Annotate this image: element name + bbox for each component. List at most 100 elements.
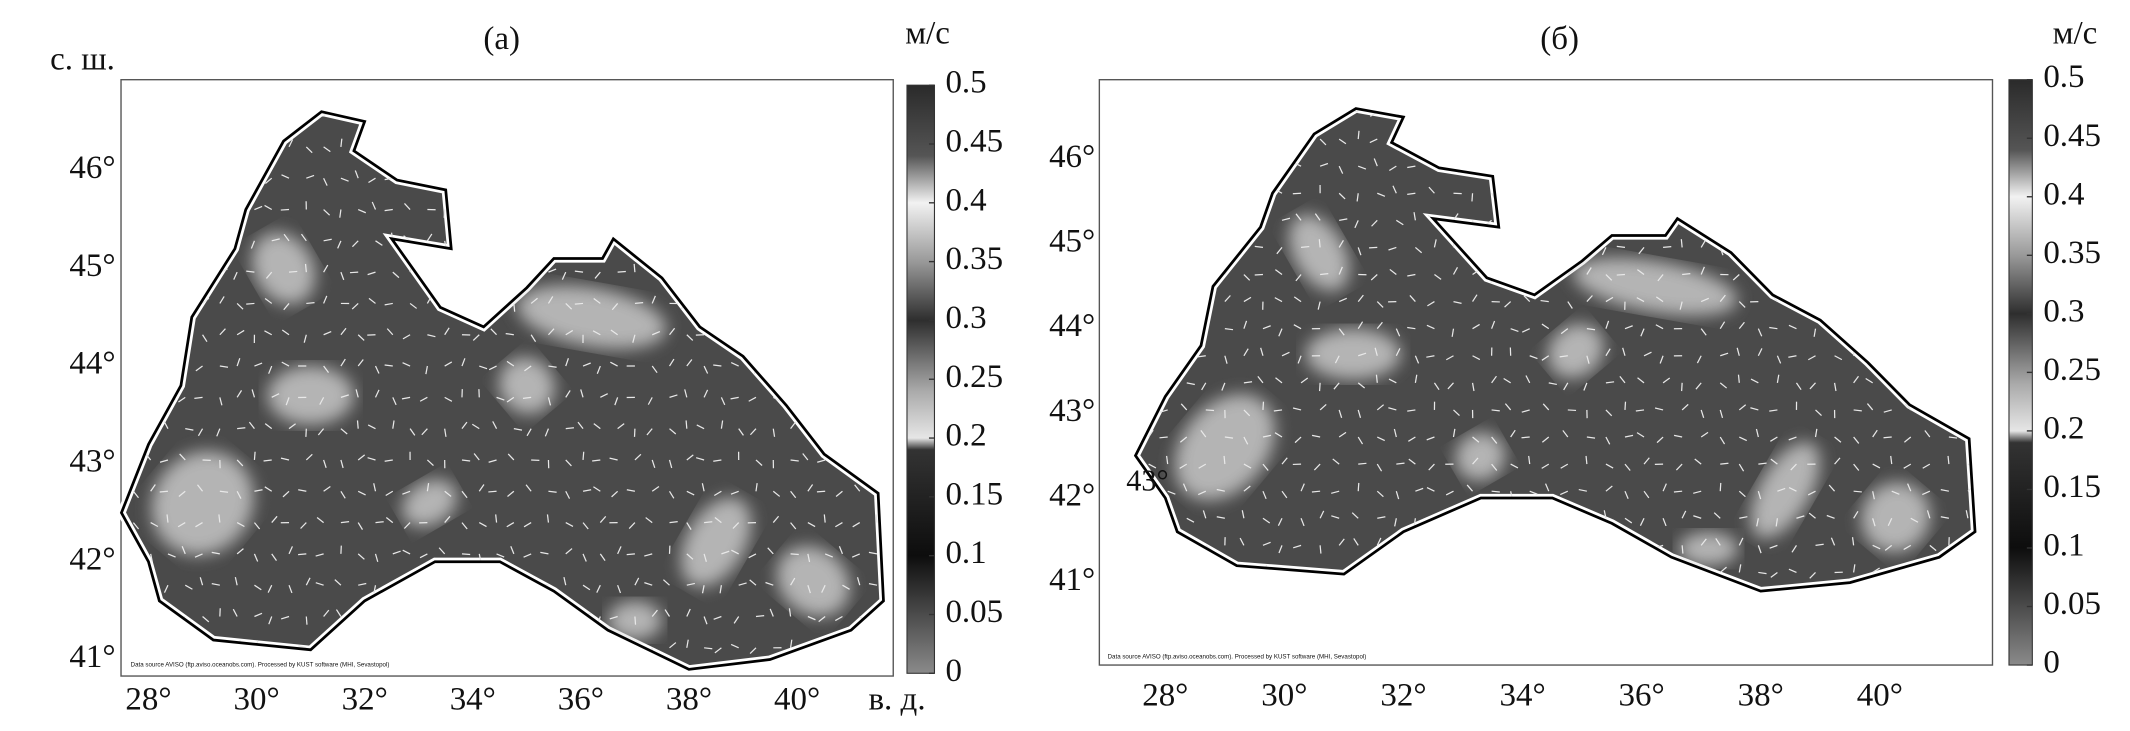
lat-tick-label: 45° <box>69 248 115 284</box>
current-vector <box>1388 378 1397 384</box>
current-vector <box>357 553 365 560</box>
colorbar-tick-label: 0.35 <box>2043 235 2101 271</box>
current-vector <box>1319 510 1325 519</box>
current-vector <box>1408 458 1416 465</box>
current-vector <box>1376 301 1384 308</box>
current-vector <box>713 490 722 497</box>
current-vector <box>1254 273 1263 276</box>
current-vector <box>265 271 273 279</box>
current-vector <box>1224 436 1234 439</box>
current-vector <box>1809 382 1816 390</box>
current-vector <box>807 484 814 492</box>
current-vector <box>426 295 432 304</box>
current-vector <box>1311 434 1321 438</box>
current-vector <box>632 334 636 343</box>
current-vector <box>1585 455 1588 465</box>
current-vector <box>1605 463 1614 469</box>
current-vector <box>496 396 505 401</box>
current-vector <box>1605 348 1611 357</box>
current-vector <box>402 677 410 679</box>
current-vector <box>202 297 210 304</box>
current-vector <box>1338 240 1344 248</box>
current-vector <box>823 514 826 523</box>
current-vector <box>1605 296 1614 303</box>
current-vector <box>323 238 332 242</box>
current-vector <box>1504 403 1512 411</box>
current-vector <box>1770 458 1778 465</box>
annotation: 43° <box>1126 464 1168 498</box>
current-vector <box>1541 323 1550 330</box>
current-vector <box>790 421 797 430</box>
current-vector <box>1407 326 1416 330</box>
current-vector <box>802 453 809 461</box>
current-vector <box>1853 436 1860 444</box>
current-vector <box>1872 429 1878 438</box>
current-vector <box>1813 328 1817 337</box>
fast-current <box>1861 482 1931 553</box>
current-vector <box>357 490 366 496</box>
current-vector <box>250 240 256 249</box>
current-vector <box>178 490 186 497</box>
current-vector <box>1788 436 1797 441</box>
fast-current <box>1678 531 1739 566</box>
current-vector <box>1636 432 1645 438</box>
current-vector <box>144 453 152 461</box>
current-vector <box>373 483 377 492</box>
current-vector <box>409 302 418 309</box>
colorbar-tick-label: 0.2 <box>945 418 986 454</box>
current-vector <box>178 679 186 682</box>
current-vector <box>1872 491 1875 500</box>
current-vector <box>1413 212 1416 221</box>
coastline <box>119 110 885 671</box>
current-vector <box>111 679 116 686</box>
current-vector <box>1243 381 1253 384</box>
current-vector <box>1205 409 1215 412</box>
colorbar-tick-label: 0.35 <box>945 241 1003 277</box>
current-vector <box>1903 544 1912 551</box>
current-vector <box>1940 488 1950 492</box>
current-vector <box>1521 409 1530 413</box>
current-vector <box>1257 376 1264 384</box>
current-vector <box>1788 487 1797 492</box>
current-vector <box>1655 324 1664 330</box>
current-vector <box>1358 462 1367 465</box>
lat-tick-label: 41° <box>1049 562 1095 598</box>
current-vector <box>507 453 515 461</box>
current-vector <box>280 615 290 620</box>
current-vector <box>755 483 758 492</box>
current-vector <box>1750 378 1759 384</box>
current-vector <box>236 490 242 499</box>
current-vector <box>701 483 705 492</box>
current-vector <box>1563 382 1569 391</box>
current-vector <box>1624 401 1627 410</box>
current-vector <box>1815 543 1824 546</box>
current-vector <box>271 238 280 242</box>
current-vector <box>1907 483 1912 492</box>
current-vector <box>1197 355 1206 358</box>
current-vector <box>1910 517 1919 523</box>
current-vector <box>1243 409 1251 417</box>
lon-tick-label: 36° <box>1619 678 1665 714</box>
current-vector <box>547 328 555 336</box>
current-vector <box>1338 409 1343 418</box>
current-vector <box>356 420 359 429</box>
current-vector <box>669 521 678 524</box>
current-vector <box>713 459 722 462</box>
current-vector <box>1376 404 1385 411</box>
current-vector <box>488 459 497 463</box>
current-vector <box>1750 407 1759 411</box>
fast-current <box>151 451 254 556</box>
current-vector <box>268 365 273 374</box>
current-vector <box>1947 455 1950 465</box>
current-vector <box>306 302 315 305</box>
current-vector <box>686 553 694 560</box>
current-vector <box>1700 409 1705 418</box>
current-vector <box>444 490 452 497</box>
current-vector <box>461 522 468 530</box>
current-vector <box>357 359 364 367</box>
lon-tick-label: 30° <box>1261 678 1307 714</box>
current-vector <box>199 577 204 586</box>
lon-tick-label: 28° <box>1142 678 1188 714</box>
current-vector <box>1179 436 1188 443</box>
current-vector <box>1732 274 1740 281</box>
